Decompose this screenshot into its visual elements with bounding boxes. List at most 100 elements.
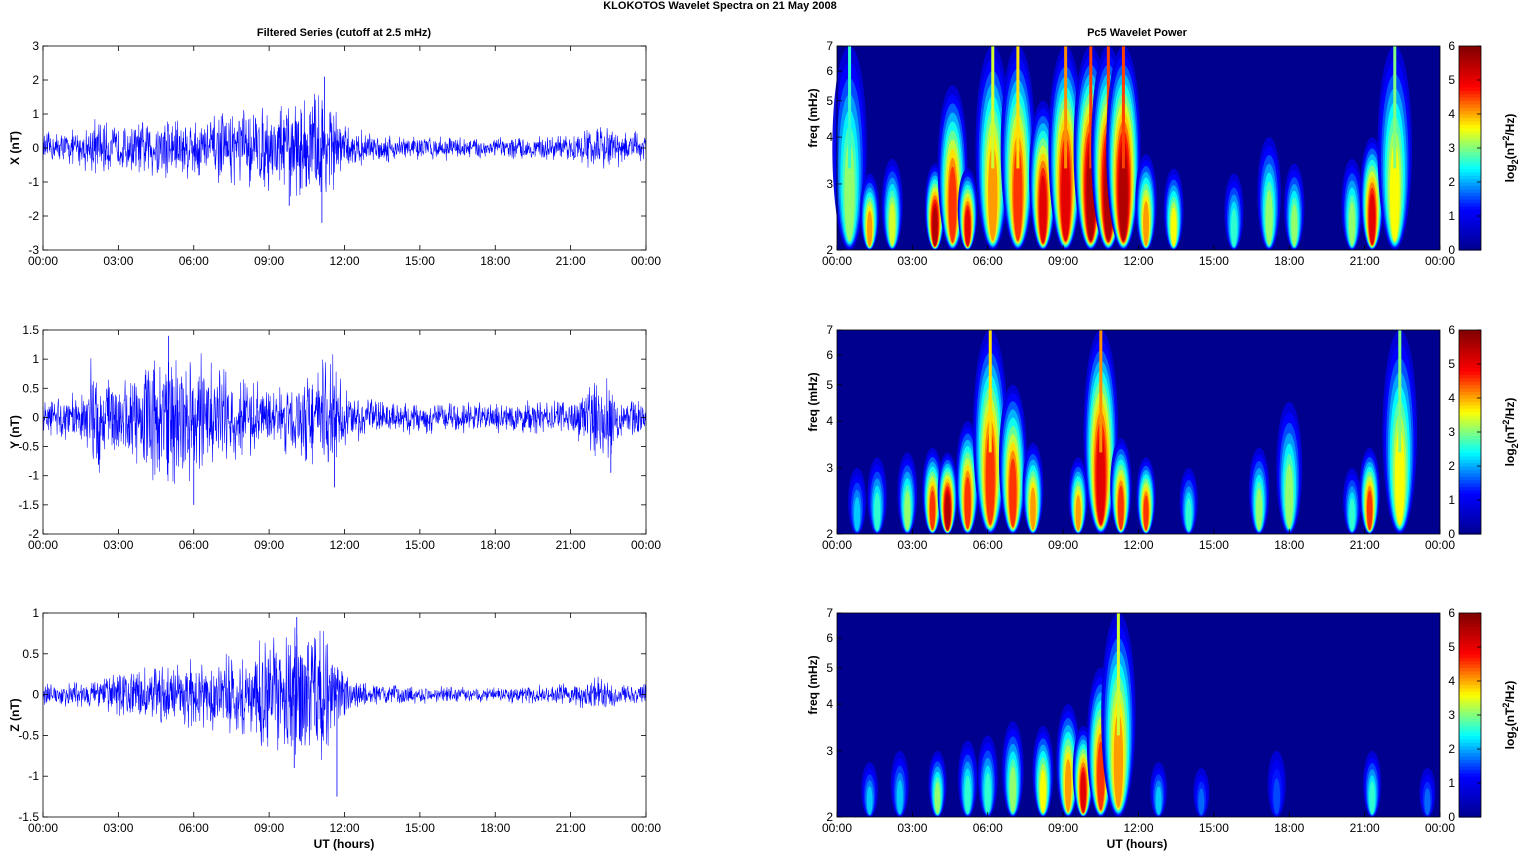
colorbar-cell: [1459, 110, 1481, 115]
colorbar-cell: [1459, 384, 1481, 389]
colorbar-cell: [1459, 367, 1481, 372]
colorbar-cell: [1459, 76, 1481, 81]
xtick-label: 21:00: [1350, 538, 1380, 552]
colorbar-label: log2(nT2/Hz): [1501, 398, 1520, 467]
xtick-label: 00:00: [28, 821, 58, 835]
heatmap-streak: [1398, 330, 1402, 453]
ytick-label: -1: [28, 769, 39, 783]
colorbar-cell: [1459, 374, 1481, 379]
colorbar-cell: [1459, 171, 1481, 176]
heatmap-cell: [1118, 485, 1124, 530]
colorbar-cell: [1459, 506, 1481, 511]
colorbar-cell: [1459, 796, 1481, 801]
colorbar-cell: [1459, 452, 1481, 457]
colorbar-cell: [1459, 496, 1481, 501]
colorbar-cell: [1459, 500, 1481, 504]
colorbar-cell: [1459, 806, 1481, 811]
xtick-label: 00:00: [28, 538, 58, 552]
colorbar-cell: [1459, 202, 1481, 207]
xtick-label: 18:00: [1274, 538, 1304, 552]
colorbar-cell: [1459, 165, 1481, 169]
xtick-label: 18:00: [480, 821, 510, 835]
xtick-label: 00:00: [28, 254, 58, 268]
colorbar-cell: [1459, 684, 1481, 689]
colorbar-cell: [1459, 120, 1481, 125]
colorbar-cell: [1459, 148, 1481, 152]
xtick-label: 15:00: [1199, 821, 1229, 835]
xtick-label: 03:00: [103, 538, 133, 552]
heatmap-cell: [1075, 494, 1081, 531]
colorbar-cell: [1459, 212, 1481, 217]
xtick-label: 09:00: [1048, 821, 1078, 835]
ytick-label: 3: [826, 744, 833, 758]
heatmap-background: [837, 613, 1440, 817]
xtick-label: 06:00: [179, 538, 209, 552]
colorbar-cell: [1459, 728, 1481, 733]
colorbar-cell: [1459, 687, 1481, 692]
colorbar-cell: [1459, 151, 1481, 156]
colorbar-cell: [1459, 445, 1481, 450]
heatmap-cell: [1265, 190, 1273, 246]
heatmap-cell: [1389, 144, 1400, 242]
colorbar-label-sup: 2: [1501, 136, 1511, 141]
heatmap-cell: [844, 142, 855, 242]
xtick-label: 03:00: [897, 538, 927, 552]
ytick-label: -3: [28, 243, 39, 257]
heatmap-cell: [1198, 788, 1205, 816]
ytick-label: 1.5: [22, 323, 39, 337]
colorbar-cell: [1459, 786, 1481, 791]
heatmap-cell: [1009, 766, 1017, 813]
ytick-label: 0.5: [22, 381, 39, 395]
ytick-label: 1: [32, 352, 39, 366]
xtick-label: 18:00: [480, 254, 510, 268]
colorbar-tick-label: 6: [1448, 323, 1455, 337]
colorbar-cell: [1459, 732, 1481, 736]
heatmap-cell: [1369, 781, 1376, 815]
colorbar-cell: [1459, 188, 1481, 193]
colorbar-cell: [1459, 527, 1481, 532]
ylabel: freq (mHz): [806, 655, 820, 714]
colorbar-cell: [1459, 483, 1481, 487]
trace-y: [42, 353, 647, 484]
heatmap-streak: [1016, 46, 1020, 169]
colorbar-cell: [1459, 613, 1481, 617]
heatmap-cell: [1143, 495, 1149, 531]
colorbar-cell: [1459, 810, 1481, 815]
colorbar-tick-label: 2: [1448, 459, 1455, 473]
colorbar-cell: [1459, 357, 1481, 362]
ytick-label: 4: [826, 414, 833, 428]
colorbar-cell: [1459, 674, 1481, 679]
xtick-label: 15:00: [1199, 538, 1229, 552]
xtick-label: 06:00: [179, 254, 209, 268]
colorbar-cell: [1459, 435, 1481, 440]
colorbar-cell: [1459, 49, 1481, 54]
colorbar-cell: [1459, 643, 1481, 648]
heatmap-cell: [1096, 432, 1106, 525]
colorbar-cell: [1459, 73, 1481, 78]
colorbar-cell: [1459, 776, 1481, 781]
heatmap-cell: [866, 786, 873, 815]
colorbar-cell: [1459, 350, 1481, 355]
colorbar-label-sup: 2: [1501, 703, 1511, 708]
colorbar-label-part: log: [1503, 731, 1517, 749]
heatmap-streak: [1089, 46, 1093, 169]
colorbar-label-sup: 2: [1501, 420, 1511, 425]
colorbar-cell: [1459, 381, 1481, 385]
colorbar-cell: [1459, 493, 1481, 498]
left-column-title: Filtered Series (cutoff at 2.5 mHz): [257, 27, 432, 39]
heatmap-cell: [1424, 788, 1431, 816]
colorbar-cell: [1459, 387, 1481, 392]
ytick-label: 3: [826, 461, 833, 475]
xtick-label: 06:00: [973, 538, 1003, 552]
xtick-label: 00:00: [1425, 254, 1455, 268]
colorbar-cell: [1459, 421, 1481, 426]
wavelet-panel-z: 2 3 4 5 6 7 00:00 03:00 06:00 09:00 12:00 15:00 18:0…: [806, 606, 1520, 835]
heatmap-cell: [1349, 498, 1355, 532]
colorbar-cell: [1459, 725, 1481, 730]
heatmap-cell: [929, 490, 936, 531]
colorbar-cell: [1459, 69, 1481, 74]
ytick-label: 3: [32, 39, 39, 53]
colorbar-label-sub: 2: [1510, 726, 1520, 731]
colorbar-cell: [1459, 347, 1481, 351]
